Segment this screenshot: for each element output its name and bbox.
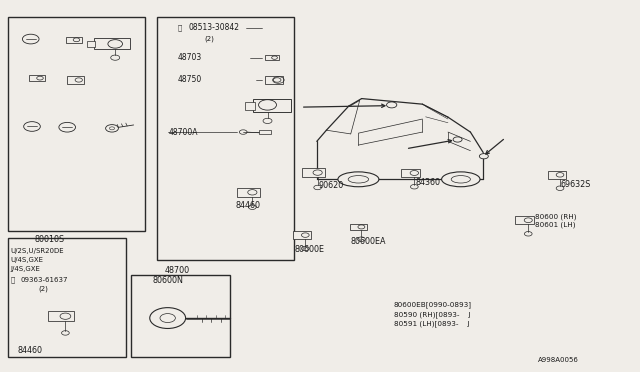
- Bar: [401, 169, 420, 177]
- Bar: [95, 38, 129, 49]
- Bar: [237, 188, 260, 197]
- Circle shape: [453, 137, 462, 142]
- Text: 48750: 48750: [178, 76, 202, 84]
- Bar: [293, 231, 311, 239]
- Bar: [515, 217, 534, 224]
- Bar: [86, 41, 95, 47]
- Text: 48703: 48703: [178, 53, 202, 62]
- Text: (2): (2): [38, 285, 48, 292]
- Bar: [67, 76, 84, 83]
- Text: J/4S,GXE: J/4S,GXE: [10, 266, 40, 272]
- Text: 84460: 84460: [236, 201, 260, 210]
- Text: U/2S,U/SR20DE: U/2S,U/SR20DE: [10, 248, 64, 254]
- Text: 80600E: 80600E: [294, 245, 324, 254]
- Circle shape: [387, 102, 397, 108]
- Bar: [131, 275, 230, 357]
- Bar: [157, 17, 294, 260]
- Text: U/4S,GXE: U/4S,GXE: [10, 257, 44, 263]
- Bar: [48, 311, 74, 321]
- Text: 80601 (LH): 80601 (LH): [535, 222, 575, 228]
- Text: 48700: 48700: [165, 266, 190, 275]
- Text: 84360: 84360: [416, 178, 441, 187]
- Text: Ⓝ: Ⓝ: [10, 276, 15, 283]
- Text: 80600EA: 80600EA: [351, 237, 386, 246]
- Text: 80590 (RH)[0893-    J: 80590 (RH)[0893- J: [394, 311, 470, 318]
- Bar: [66, 36, 82, 43]
- Bar: [8, 238, 126, 357]
- Text: 48700A: 48700A: [168, 128, 198, 137]
- Text: A998A0056: A998A0056: [538, 357, 579, 363]
- Text: 08513-30842: 08513-30842: [188, 23, 239, 32]
- Text: 90620: 90620: [319, 182, 344, 190]
- Text: 80600EB[0990-0893]: 80600EB[0990-0893]: [394, 302, 472, 308]
- Bar: [265, 55, 279, 60]
- Bar: [302, 168, 324, 177]
- Text: 80010S: 80010S: [35, 235, 65, 244]
- Bar: [245, 102, 255, 110]
- Text: (2): (2): [205, 35, 214, 42]
- Bar: [548, 171, 566, 179]
- Bar: [8, 17, 145, 231]
- Ellipse shape: [338, 172, 379, 187]
- Text: Ⓝ: Ⓝ: [178, 24, 182, 31]
- Bar: [253, 99, 291, 112]
- Text: 09363-61637: 09363-61637: [20, 277, 68, 283]
- Circle shape: [479, 154, 488, 159]
- Text: 69632S: 69632S: [561, 180, 591, 189]
- Bar: [350, 224, 367, 230]
- Bar: [265, 76, 283, 84]
- Text: 84460: 84460: [18, 346, 43, 355]
- Text: 80600N: 80600N: [152, 276, 183, 285]
- Bar: [259, 130, 271, 134]
- Ellipse shape: [442, 172, 480, 187]
- Text: 80600 (RH): 80600 (RH): [535, 213, 577, 220]
- Bar: [29, 75, 45, 81]
- Text: 80591 (LH)[0893-    J: 80591 (LH)[0893- J: [394, 320, 469, 327]
